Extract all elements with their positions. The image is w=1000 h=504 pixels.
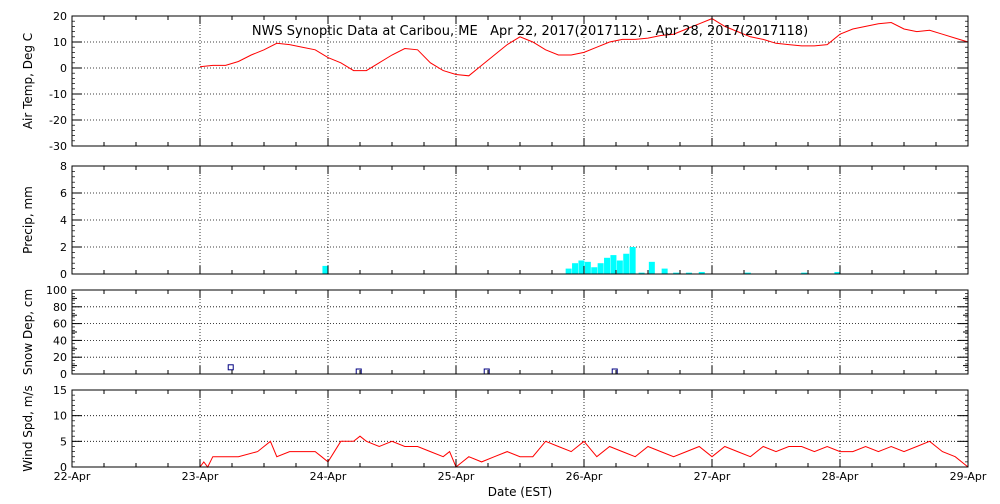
- precip-bar: [572, 263, 579, 274]
- precip-bar: [673, 272, 680, 274]
- x-tick-label: 22-Apr: [54, 470, 91, 483]
- temp-ytick-label: 10: [53, 36, 67, 49]
- temp-ytick-label: -10: [49, 88, 67, 101]
- wind-y-axis-label: Wind Spd, m/s: [21, 385, 35, 471]
- wind-ytick-label: 15: [53, 384, 67, 397]
- precip-bar: [623, 253, 630, 274]
- precip-y-axis-label: Precip, mm: [21, 186, 35, 254]
- snow-ytick-label: 100: [46, 284, 67, 297]
- temp-ytick-label: 20: [53, 10, 67, 23]
- x-tick-label: 23-Apr: [182, 470, 219, 483]
- x-tick-label: 25-Apr: [438, 470, 475, 483]
- wind-ytick-label: 10: [53, 410, 67, 423]
- precip-panel: 0 2 4 6 8 Precip, mm: [21, 160, 969, 281]
- temp-y-axis-label: Air Temp, Deg C: [21, 33, 35, 129]
- temp-ytick-label: -30: [49, 140, 67, 153]
- precip-bar: [565, 268, 572, 274]
- temp-panel: -30 -20 -10 0 10 20 Air Temp, Deg C: [21, 10, 969, 153]
- wind-frame: [71, 389, 969, 468]
- wind-ytick-label: 5: [60, 435, 67, 448]
- precip-bar: [834, 271, 841, 274]
- snow-depth-point: [227, 364, 234, 371]
- precip-bar: [604, 257, 611, 274]
- precip-bar: [322, 265, 329, 274]
- precip-ytick-label: 8: [60, 160, 67, 173]
- precip-ytick-label: 2: [60, 241, 67, 254]
- wind-line: [199, 435, 969, 468]
- x-tick-label: 28-Apr: [822, 470, 859, 483]
- precip-bar: [578, 260, 585, 274]
- precip-bar: [685, 272, 692, 274]
- snow-ytick-label: 20: [53, 351, 67, 364]
- snow-ytick-label: 40: [53, 334, 67, 347]
- precip-bar: [584, 261, 591, 274]
- wind-ytick-label: 0: [60, 461, 67, 474]
- precip-bar: [744, 272, 751, 274]
- x-tick-label: 29-Apr: [950, 470, 987, 483]
- precip-bar: [597, 263, 604, 274]
- precip-bar: [610, 255, 617, 274]
- temp-ytick-label: -20: [49, 114, 67, 127]
- precip-bar: [638, 272, 645, 274]
- precip-ytick-label: 0: [60, 268, 67, 281]
- temp-ytick-label: 0: [60, 62, 67, 75]
- snow-ytick-label: 60: [53, 318, 67, 331]
- snow-frame: [71, 289, 969, 375]
- x-tick-label: 27-Apr: [694, 470, 731, 483]
- wind-panel: 0 5 10 15 Wind Spd, m/s: [21, 384, 969, 474]
- snow-ytick-label: 0: [60, 368, 67, 381]
- precip-bar: [661, 268, 668, 274]
- precip-bar: [616, 260, 623, 274]
- snow-ytick-label: 80: [53, 301, 67, 314]
- x-tick-label: 24-Apr: [310, 470, 347, 483]
- precip-bar: [591, 267, 598, 274]
- precip-bar: [648, 261, 655, 274]
- precip-ytick-label: 6: [60, 187, 67, 200]
- snow-panel: 0 20 40 60 80 100 Snow Dep, cm: [21, 284, 969, 381]
- precip-ytick-label: 4: [60, 214, 67, 227]
- temp-line: [199, 18, 969, 77]
- precip-bar: [801, 272, 808, 274]
- x-tick-label: 26-Apr: [566, 470, 603, 483]
- precip-bar: [698, 271, 705, 274]
- chart-title: NWS Synoptic Data at Caribou, ME Apr 22,…: [252, 24, 808, 39]
- snow-y-axis-label: Snow Dep, cm: [21, 289, 35, 375]
- x-axis-label: Date (EST): [488, 485, 552, 499]
- precip-bar: [629, 247, 636, 274]
